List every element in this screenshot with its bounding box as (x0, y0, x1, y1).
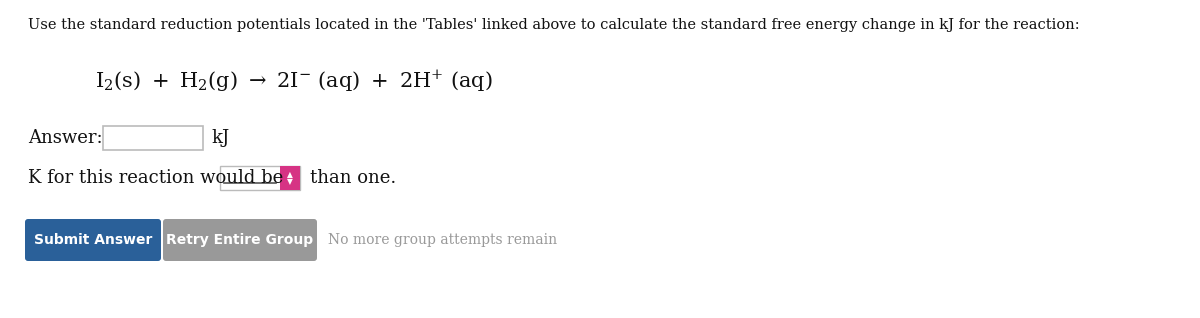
Text: Retry Entire Group: Retry Entire Group (167, 233, 313, 247)
Text: $\mathregular{I_2(s)\ +\ H_2(g)\ \rightarrow\ 2I^{-}\ (aq)\ +\ 2H^{+}\ (aq)}$: $\mathregular{I_2(s)\ +\ H_2(g)\ \righta… (95, 68, 493, 93)
Text: kJ: kJ (211, 129, 229, 147)
FancyBboxPatch shape (163, 219, 317, 261)
Text: Submit Answer: Submit Answer (34, 233, 152, 247)
Text: No more group attempts remain: No more group attempts remain (328, 233, 557, 247)
FancyBboxPatch shape (280, 166, 300, 190)
Text: K for this reaction would be: K for this reaction would be (28, 169, 283, 187)
Text: Answer:: Answer: (28, 129, 103, 147)
Text: ▼: ▼ (287, 177, 293, 186)
Text: than one.: than one. (310, 169, 396, 187)
FancyBboxPatch shape (220, 166, 300, 190)
Text: Use the standard reduction potentials located in the 'Tables' linked above to ca: Use the standard reduction potentials lo… (28, 18, 1080, 32)
FancyBboxPatch shape (103, 126, 203, 150)
Text: ▲: ▲ (287, 170, 293, 179)
FancyBboxPatch shape (25, 219, 161, 261)
